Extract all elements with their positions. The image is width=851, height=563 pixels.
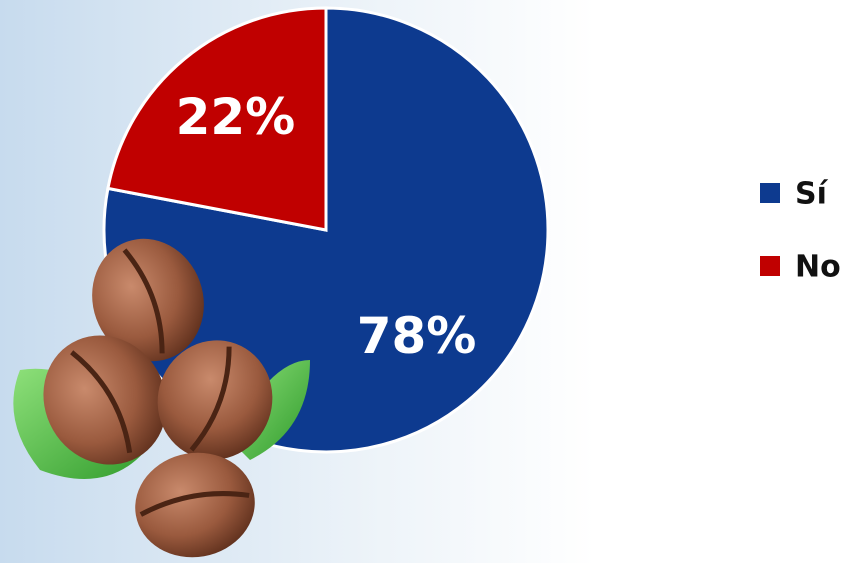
legend-swatch (760, 256, 780, 276)
legend-label: Sí (795, 177, 829, 212)
legend-swatch (760, 183, 780, 203)
data-label: 78% (357, 307, 477, 365)
coffee-beans-decoration (13, 238, 310, 558)
pie-slice (106, 6, 328, 232)
legend-label: No (795, 250, 841, 285)
data-label: 22% (176, 88, 296, 146)
legend: Sí No (760, 177, 841, 285)
